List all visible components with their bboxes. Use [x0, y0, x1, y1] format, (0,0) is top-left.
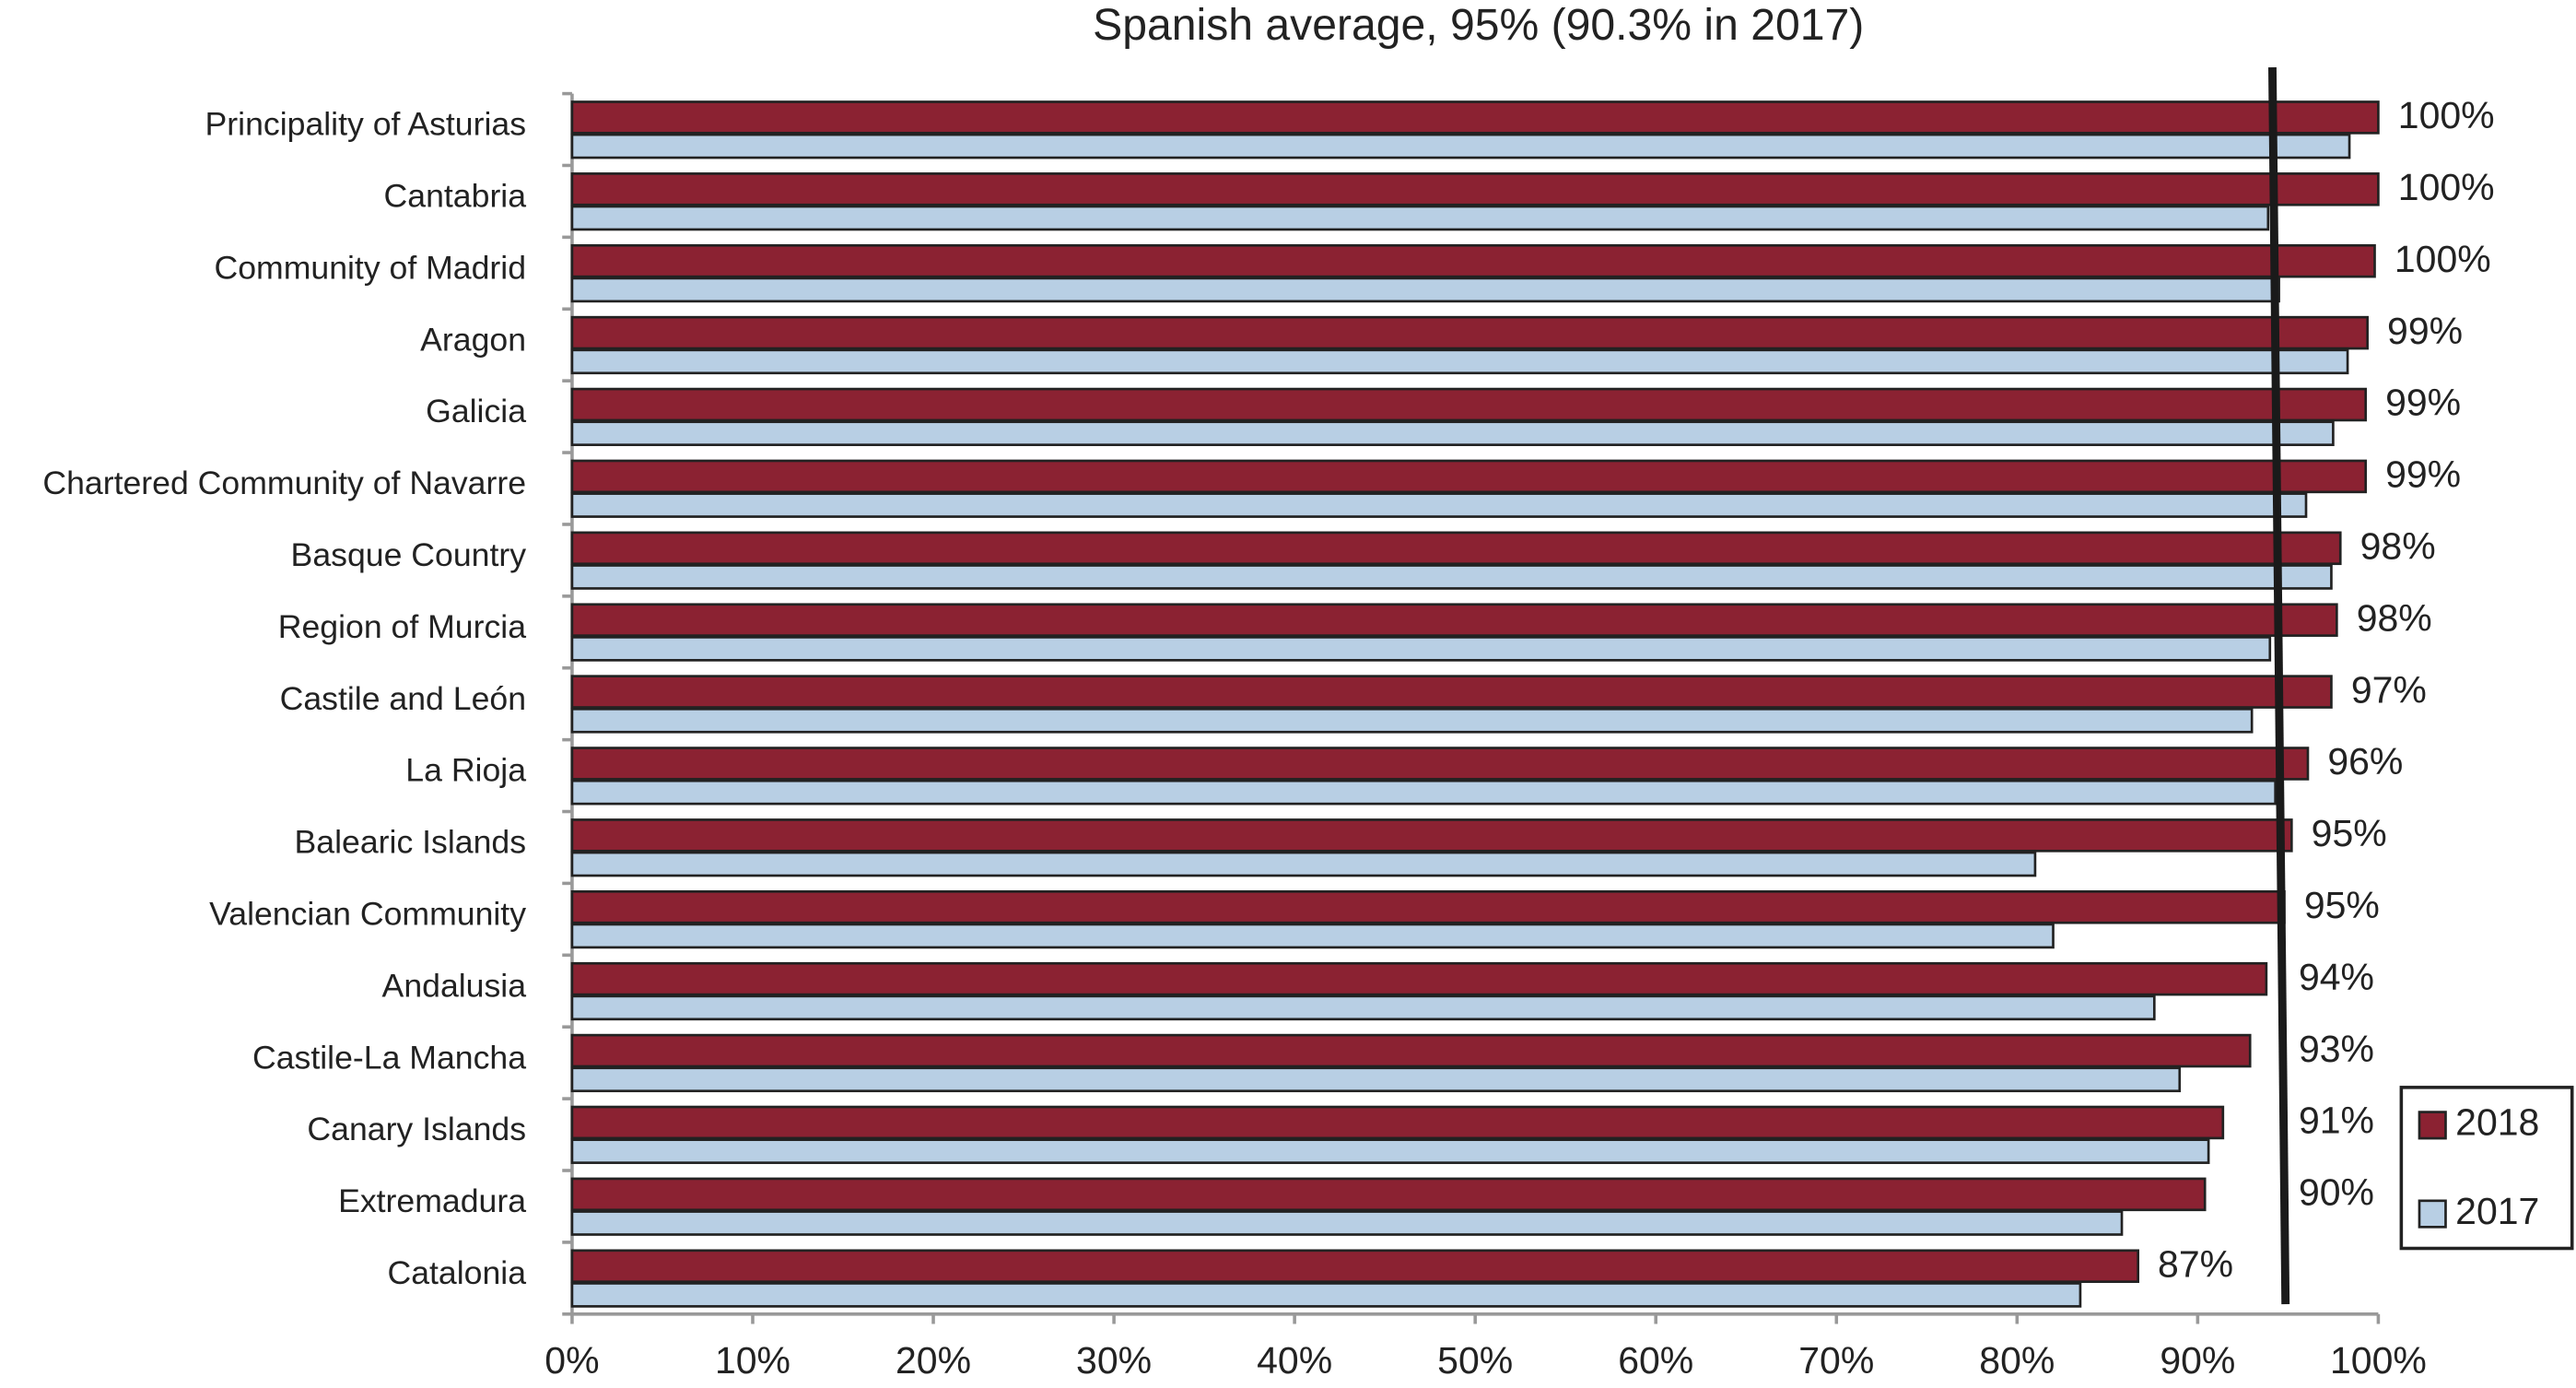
- bar: [570, 564, 2333, 590]
- value-label: 96%: [2327, 740, 2403, 782]
- category-label: Andalusia: [382, 967, 527, 1004]
- bar: [570, 531, 2342, 566]
- bar: [570, 133, 2351, 159]
- bar: [570, 276, 2280, 303]
- category-label: Extremadura: [338, 1182, 526, 1219]
- bar: [570, 707, 2254, 734]
- category-label: Balearic Islands: [295, 824, 526, 861]
- x-tick-label: 10%: [715, 1339, 790, 1382]
- x-tick-label: 0%: [544, 1339, 599, 1382]
- bar: [570, 100, 2380, 135]
- value-label: 94%: [2299, 956, 2374, 998]
- value-label: 95%: [2312, 812, 2387, 854]
- x-tick-label: 40%: [1257, 1339, 1332, 1382]
- x-tick-label: 60%: [1618, 1339, 1693, 1382]
- value-label: 98%: [2357, 596, 2432, 639]
- value-label: 100%: [2395, 238, 2491, 280]
- bar: [570, 923, 2055, 949]
- value-label: 99%: [2387, 310, 2463, 352]
- bar: [570, 603, 2338, 637]
- value-label: 87%: [2158, 1242, 2233, 1285]
- bar: [570, 205, 2270, 231]
- bar: [570, 315, 2369, 350]
- bar: [570, 172, 2380, 206]
- category-label: Canary Islands: [307, 1111, 526, 1147]
- category-label: Aragon: [420, 321, 526, 358]
- bar: [570, 675, 2333, 709]
- bar: [570, 961, 2268, 996]
- bar: [570, 1282, 2082, 1308]
- x-tick-label: 80%: [1979, 1339, 2055, 1382]
- x-tick-label: 30%: [1076, 1339, 1152, 1382]
- value-label: 95%: [2304, 884, 2380, 926]
- bar: [570, 492, 2308, 518]
- bar: [570, 851, 2037, 877]
- bar: [570, 818, 2293, 853]
- value-label: 99%: [2385, 453, 2461, 496]
- category-label: Basque Country: [291, 536, 527, 573]
- bar: [570, 636, 2272, 662]
- average-line: [2268, 67, 2290, 1305]
- x-tick-label: 90%: [2160, 1339, 2235, 1382]
- category-label: La Rioja: [405, 752, 526, 789]
- x-tick-label: 70%: [1798, 1339, 1874, 1382]
- category-label: Catalonia: [388, 1254, 527, 1291]
- value-label: 90%: [2299, 1171, 2374, 1214]
- x-tick-label: 20%: [896, 1339, 971, 1382]
- category-label: Community of Madrid: [214, 249, 526, 286]
- value-label: 97%: [2351, 668, 2427, 711]
- category-label: Principality of Asturias: [205, 106, 526, 143]
- bar: [570, 1210, 2124, 1236]
- value-label: 100%: [2398, 94, 2495, 136]
- bar: [570, 420, 2335, 447]
- chart-title: Spanish average, 95% (90.3% in 2017): [1093, 0, 1864, 50]
- bar: [570, 1177, 2207, 1212]
- value-label: 100%: [2398, 166, 2495, 208]
- bar: [570, 459, 2368, 494]
- bar: [570, 779, 2277, 806]
- bar: [570, 387, 2368, 422]
- value-label: 91%: [2299, 1100, 2374, 1142]
- bar: [570, 1033, 2252, 1068]
- x-tick-label: 50%: [1437, 1339, 1513, 1382]
- bar: [570, 1066, 2182, 1093]
- category-label: Galicia: [426, 393, 526, 429]
- bar: [570, 890, 2286, 924]
- value-label: 99%: [2385, 382, 2461, 424]
- bar: [570, 994, 2156, 1021]
- legend-label: 2017: [2455, 1190, 2539, 1232]
- category-label: Cantabria: [384, 178, 527, 215]
- x-tick-label: 100%: [2330, 1339, 2427, 1382]
- category-label: Valencian Community: [209, 895, 526, 932]
- bar: [570, 243, 2376, 278]
- category-label: Castile and León: [280, 680, 526, 717]
- bar: [570, 1138, 2210, 1164]
- value-label: 98%: [2360, 525, 2436, 568]
- legend-swatch: [2418, 1199, 2447, 1229]
- category-label: Chartered Community of Navarre: [42, 465, 526, 501]
- bar: [570, 1105, 2225, 1140]
- category-label: Region of Murcia: [278, 608, 526, 645]
- bar: [570, 348, 2349, 375]
- bar: [570, 1249, 2140, 1284]
- category-label: Castile-La Mancha: [252, 1039, 526, 1076]
- bar: [570, 747, 2310, 781]
- legend-label: 2018: [2455, 1101, 2539, 1144]
- legend-swatch: [2418, 1111, 2447, 1140]
- value-label: 93%: [2299, 1028, 2374, 1070]
